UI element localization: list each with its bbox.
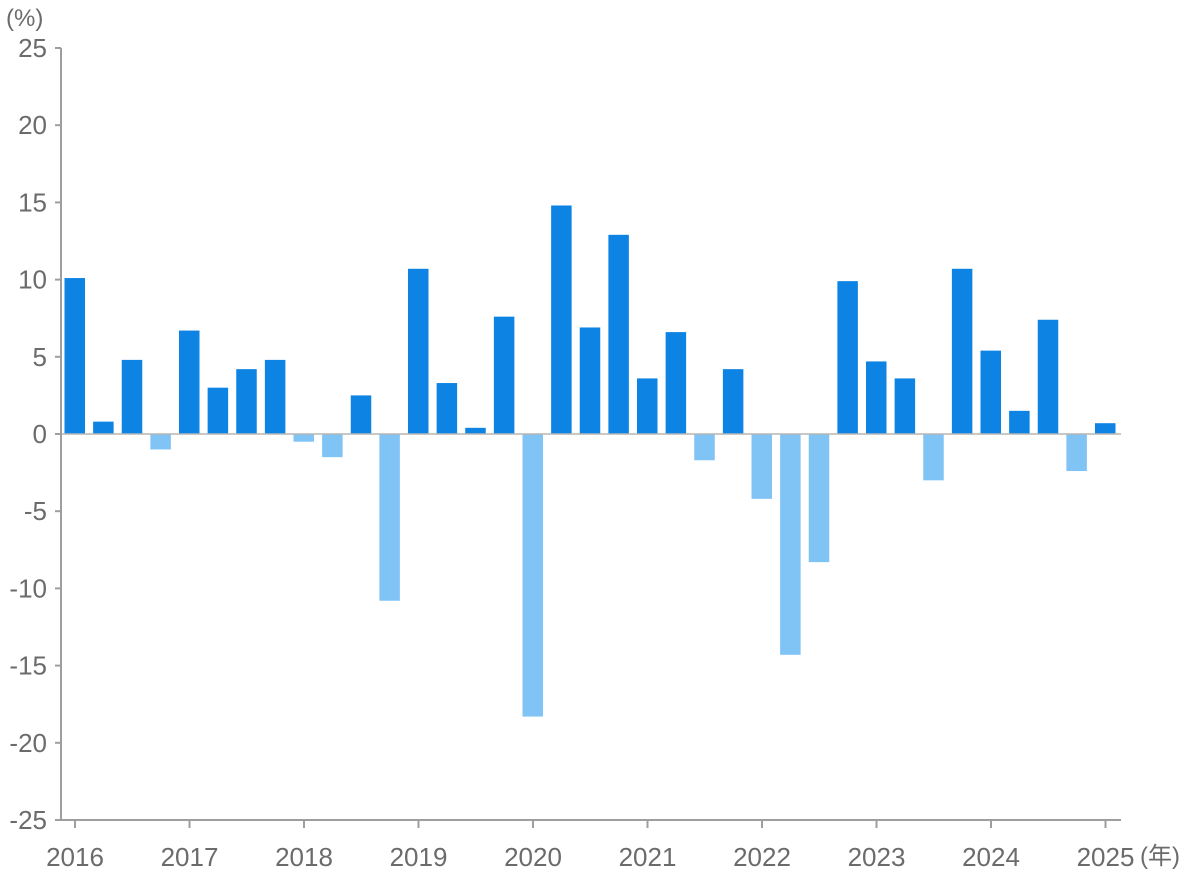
bar-2016Q3 <box>121 359 143 434</box>
bar-2022Q3 <box>808 434 830 563</box>
x-ticks-group: 2016 2017 2018 2019 2020 2021 2022 2023 2024 2025 <box>46 820 1134 872</box>
bar-2019Q1 <box>408 268 429 434</box>
bar-2016Q2 <box>93 421 114 434</box>
bar-2022Q4 <box>837 281 858 434</box>
y-tick-label: 15 <box>18 187 47 217</box>
bar-2025Q1 <box>1095 423 1116 434</box>
bar-2016Q4 <box>150 434 171 450</box>
bar-2017Q2 <box>207 387 229 434</box>
bar-2024Q1 <box>980 350 1001 434</box>
bar-2024Q3 <box>1037 319 1059 434</box>
bar-2019Q4 <box>493 316 515 434</box>
y-tick-label: -20 <box>9 728 47 758</box>
bar-2017Q1 <box>179 330 200 434</box>
bar-2020Q3 <box>579 327 601 434</box>
bar-2017Q3 <box>236 369 257 434</box>
y-ticks-group: 25 20 15 10 5 0 -5 -10 -15 -20 -25 <box>9 33 61 835</box>
bar-2020Q2 <box>551 205 572 434</box>
bar-2017Q4 <box>264 359 286 434</box>
bar-2023Q3 <box>923 434 944 481</box>
x-tick-label: 2018 <box>275 842 333 872</box>
bar-2018Q4 <box>379 434 400 601</box>
x-tick-label: 2019 <box>390 842 448 872</box>
bar-2022Q2 <box>780 434 801 655</box>
bar-2018Q2 <box>322 434 343 458</box>
bar-2019Q3 <box>465 427 486 434</box>
bar-2021Q3 <box>694 434 715 461</box>
x-tick-label: 2025 <box>1077 842 1135 872</box>
bars-group <box>64 205 1116 717</box>
x-tick-label: 2022 <box>733 842 791 872</box>
x-tick-label: 2020 <box>504 842 562 872</box>
x-axis-unit-label: (年) <box>1140 843 1180 870</box>
bar-2023Q4 <box>951 268 973 434</box>
y-axis-unit-label: (%) <box>6 5 43 32</box>
x-tick-label: 2024 <box>962 842 1020 872</box>
y-tick-label: 10 <box>18 265 47 295</box>
bar-2023Q1 <box>866 361 887 434</box>
bar-2023Q2 <box>894 378 916 434</box>
bar-2024Q2 <box>1009 410 1030 434</box>
bar-2021Q2 <box>665 332 687 434</box>
y-tick-label: 5 <box>33 342 47 372</box>
bar-2021Q1 <box>637 378 658 434</box>
y-tick-label: -10 <box>9 573 47 603</box>
y-tick-label: -25 <box>9 805 47 835</box>
x-tick-label: 2017 <box>161 842 219 872</box>
bar-2024Q4 <box>1066 434 1087 472</box>
bar-2019Q2 <box>436 383 458 434</box>
y-tick-label: 25 <box>18 33 47 63</box>
y-tick-label: -15 <box>9 651 47 681</box>
bar-2020Q1 <box>522 434 543 717</box>
x-tick-label: 2016 <box>46 842 104 872</box>
bar-2018Q3 <box>350 395 372 434</box>
bar-2021Q4 <box>722 369 744 434</box>
y-tick-label: 20 <box>18 110 47 140</box>
y-tick-label: -5 <box>24 496 47 526</box>
bar-2016Q1 <box>64 278 85 434</box>
bar-2018Q1 <box>293 434 314 442</box>
y-tick-label: 0 <box>33 419 47 449</box>
bar-2020Q4 <box>608 234 629 434</box>
bar-2022Q1 <box>751 434 772 499</box>
x-tick-label: 2021 <box>619 842 677 872</box>
x-tick-label: 2023 <box>848 842 906 872</box>
